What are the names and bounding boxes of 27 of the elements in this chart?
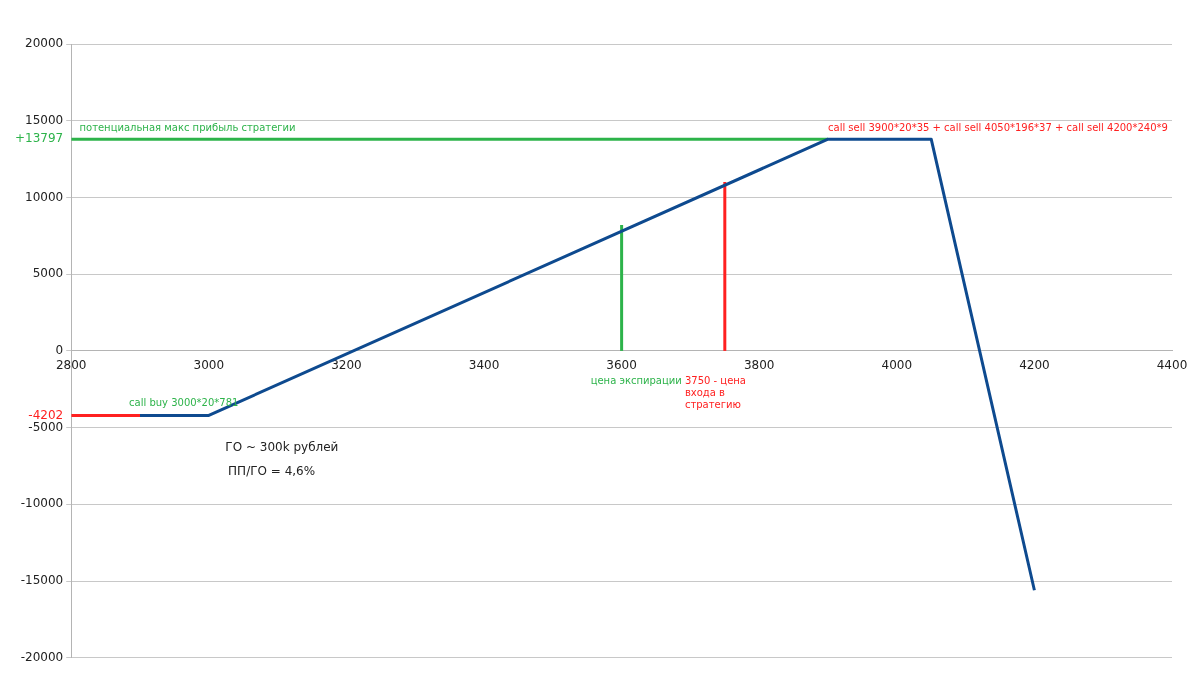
y-tick-label: -15000 (20, 573, 64, 588)
y-tick-label: -4202 (28, 407, 64, 422)
y-tick-label: +13797 (14, 131, 64, 146)
annotation: call sell 3900*20*35 + call sell 4050*196*37 + call sell 4200*240*9 (828, 121, 1168, 133)
x-tick-label: 2800 (55, 358, 87, 373)
annotation: 3750 - цена входа в стратегию (684, 375, 746, 411)
x-tick-label: 4200 (1019, 358, 1050, 373)
y-tick-label: 10000 (25, 189, 64, 204)
y-tick-label: -5000 (28, 419, 64, 434)
annotation: потенциальная макс прибыль стратегии (79, 121, 296, 133)
x-tick-label: 4400 (1156, 358, 1188, 373)
y-tick-label: 15000 (25, 112, 64, 127)
y-tick-label: 5000 (32, 266, 64, 281)
x-tick-label: 3400 (468, 358, 500, 373)
x-tick-label: 3800 (743, 358, 775, 373)
y-tick-label: -20000 (20, 649, 64, 664)
y-tick-label: -10000 (20, 496, 64, 511)
annotation: цена экспирации (590, 375, 682, 387)
y-tick-label: 0 (55, 343, 64, 358)
annotation: ПП/ГО = 4,6% (228, 464, 316, 479)
annotation: call buy 3000*20*781 (129, 396, 239, 408)
x-tick-label: 3000 (193, 358, 225, 373)
y-tick-label: 20000 (25, 36, 64, 51)
x-tick-label: 3200 (331, 358, 362, 373)
x-tick-label: 4000 (881, 358, 913, 373)
annotation: ГО ~ 300k рублей (225, 439, 339, 454)
x-tick-label: 3600 (606, 358, 637, 373)
